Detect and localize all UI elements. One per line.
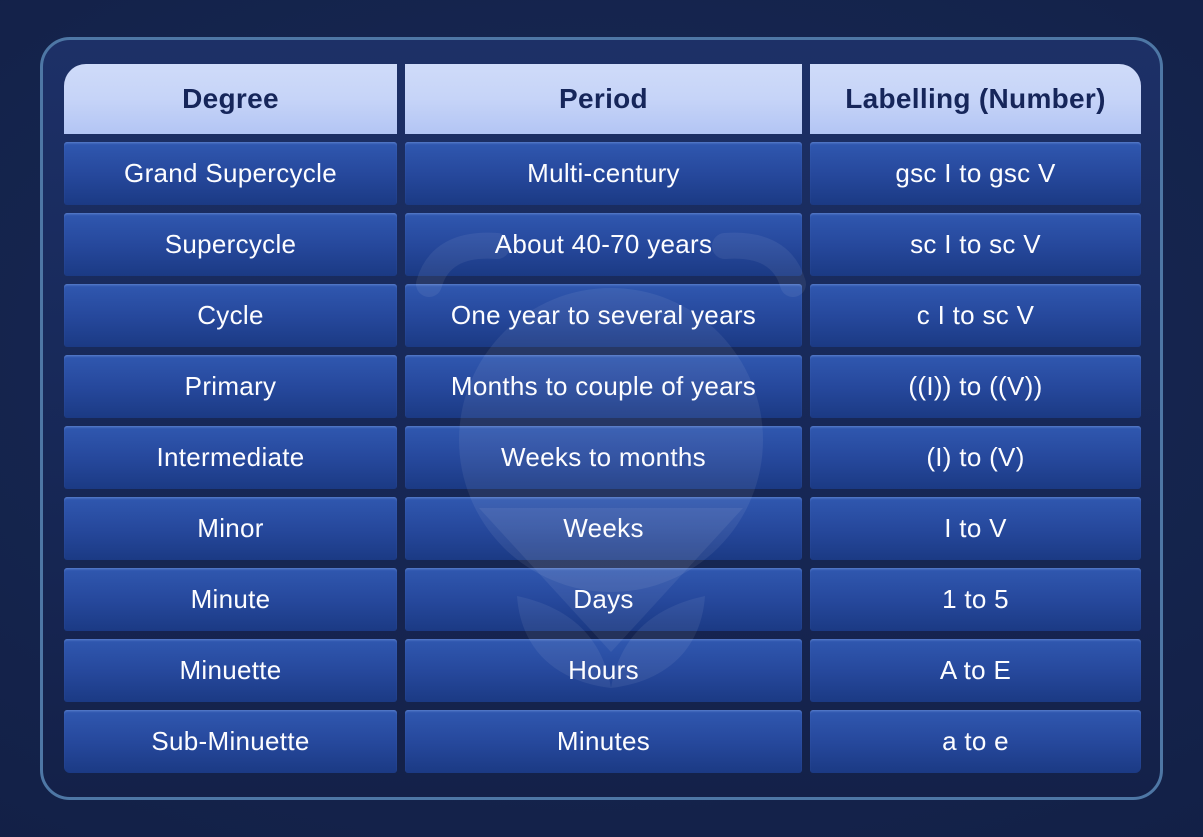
cell-labelling: (I) to (V): [810, 426, 1141, 489]
column-header-labelling: Labelling (Number): [810, 64, 1141, 134]
cell-labelling: sc I to sc V: [810, 213, 1141, 276]
cell-degree: Supercycle: [64, 213, 397, 276]
cell-degree: Intermediate: [64, 426, 397, 489]
cell-labelling: gsc I to gsc V: [810, 142, 1141, 205]
cell-degree: Minute: [64, 568, 397, 631]
cell-period: Minutes: [405, 710, 802, 773]
cell-degree: Sub-Minuette: [64, 710, 397, 773]
cell-period: Hours: [405, 639, 802, 702]
cell-degree: Minor: [64, 497, 397, 560]
cell-degree: Grand Supercycle: [64, 142, 397, 205]
cell-degree: Cycle: [64, 284, 397, 347]
table-card: Degree Period Labelling (Number) Grand S…: [40, 37, 1163, 800]
cell-degree: Minuette: [64, 639, 397, 702]
cell-labelling: ((I)) to ((V)): [810, 355, 1141, 418]
cell-period: About 40-70 years: [405, 213, 802, 276]
column-header-degree: Degree: [64, 64, 397, 134]
cell-labelling: a to e: [810, 710, 1141, 773]
cell-labelling: 1 to 5: [810, 568, 1141, 631]
cell-period: Weeks: [405, 497, 802, 560]
cell-degree: Primary: [64, 355, 397, 418]
cell-labelling: c I to sc V: [810, 284, 1141, 347]
degrees-table: Degree Period Labelling (Number) Grand S…: [64, 64, 1141, 773]
cell-period: Weeks to months: [405, 426, 802, 489]
cell-period: One year to several years: [405, 284, 802, 347]
cell-period: Multi-century: [405, 142, 802, 205]
cell-labelling: A to E: [810, 639, 1141, 702]
cell-period: Days: [405, 568, 802, 631]
column-header-period: Period: [405, 64, 802, 134]
cell-labelling: I to V: [810, 497, 1141, 560]
cell-period: Months to couple of years: [405, 355, 802, 418]
